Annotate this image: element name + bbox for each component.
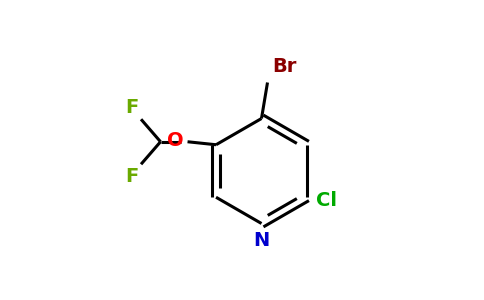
Text: Br: Br bbox=[272, 58, 296, 76]
Text: F: F bbox=[125, 167, 138, 186]
Text: Cl: Cl bbox=[316, 191, 337, 210]
Text: N: N bbox=[254, 231, 270, 250]
Text: O: O bbox=[167, 131, 184, 150]
Text: F: F bbox=[125, 98, 138, 117]
